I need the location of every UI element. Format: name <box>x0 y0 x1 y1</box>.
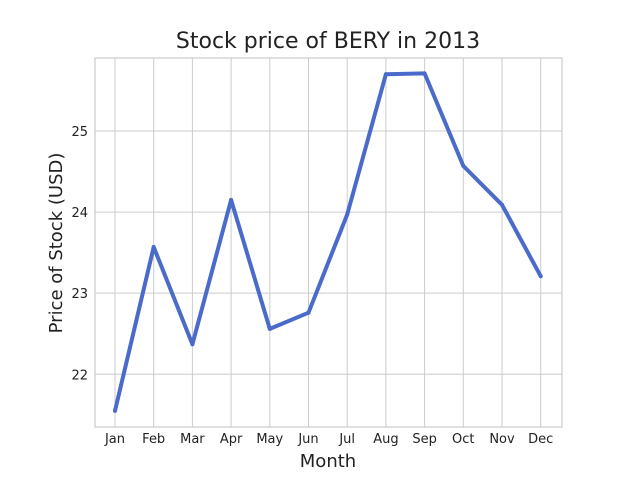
grid-layer <box>95 58 562 427</box>
x-axis-label: Month <box>300 451 356 472</box>
data-point-mar <box>190 342 195 347</box>
y-tick-label: 24 <box>71 206 88 221</box>
data-point-nov <box>500 202 504 207</box>
data-point-jan <box>113 408 117 413</box>
data-point-aug <box>383 72 388 77</box>
series-layer <box>113 71 543 413</box>
data-point-apr <box>229 197 234 202</box>
x-tick-label: Apr <box>220 432 243 447</box>
x-tick-label: Jun <box>297 432 318 447</box>
x-tick-label: Dec <box>528 432 553 447</box>
x-tick-label: Feb <box>142 432 165 447</box>
series-line <box>113 71 543 413</box>
x-tick-label: Sep <box>412 432 437 447</box>
y-tick-label: 25 <box>71 125 88 140</box>
x-tick-label: May <box>256 432 283 447</box>
y-tick-label: 22 <box>71 368 88 383</box>
x-tick-label: Jul <box>338 432 355 447</box>
data-point-jul <box>345 212 350 217</box>
data-point-jun <box>306 310 311 315</box>
y-tick-label: 23 <box>71 287 88 302</box>
data-point-dec <box>538 274 543 279</box>
data-point-oct <box>461 163 466 168</box>
x-tick-label: Nov <box>489 432 515 447</box>
data-point-may <box>267 326 272 331</box>
data-point-sep <box>422 71 427 76</box>
x-tick-label: Aug <box>373 432 398 447</box>
data-point-feb <box>151 245 156 249</box>
tick-layer: Jan Feb Mar Apr May Jun Jul Aug Sep Oct Nov Dec 22 23… <box>71 125 553 447</box>
chart-title: Stock price of BERY in 2013 <box>176 29 480 54</box>
y-axis-label: Price of Stock (USD) <box>46 153 67 334</box>
x-tick-label: Mar <box>180 432 205 447</box>
x-tick-label: Jan <box>104 432 125 447</box>
plot-frame <box>94 57 563 428</box>
x-tick-label: Oct <box>452 432 474 447</box>
